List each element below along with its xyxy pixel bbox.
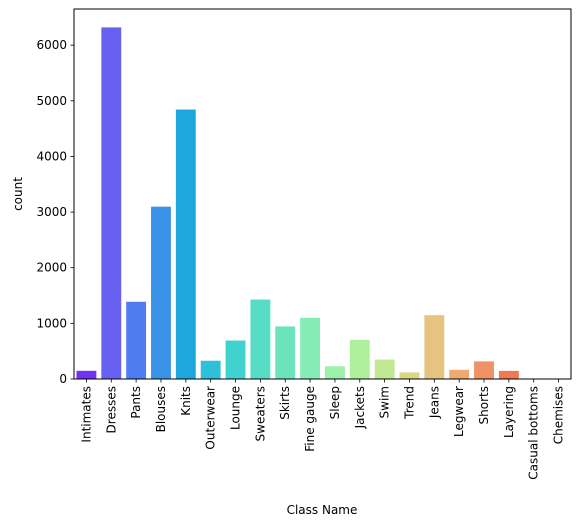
y-tick-label-1000: 1000: [36, 316, 67, 330]
x-tick-label-sweaters: Sweaters: [253, 386, 267, 441]
x-tick-label-sleep: Sleep: [328, 386, 342, 419]
bar-swim: [374, 359, 395, 379]
y-tick-label-2000: 2000: [36, 261, 67, 275]
bar-layering: [498, 370, 519, 379]
bar-sweaters: [250, 299, 271, 379]
x-tick-label-knits: Knits: [179, 386, 193, 416]
bars-group: [76, 27, 569, 379]
x-tick-label-jackets: Jackets: [353, 386, 367, 429]
y-axis: 0 1000 2000 3000 4000 5000 6000: [36, 38, 74, 386]
bar-outerwear: [200, 360, 221, 379]
x-axis: Intimates Dresses Pants Blouses Knits Outerwe…: [79, 379, 566, 480]
y-tick-label-0: 0: [59, 372, 67, 386]
x-tick-label-legwear: Legwear: [452, 386, 466, 437]
x-tick-label-blouses: Blouses: [154, 386, 168, 432]
x-tick-label-layering: Layering: [502, 386, 516, 438]
bar-jeans: [424, 315, 445, 379]
x-tick-label-jeans: Jeans: [427, 386, 441, 419]
x-axis-label: Class Name: [287, 503, 358, 517]
y-tick-label-6000: 6000: [36, 38, 67, 52]
bar-jackets: [349, 339, 370, 379]
y-tick-label-5000: 5000: [36, 94, 67, 108]
y-tick-label-3000: 3000: [36, 205, 67, 219]
x-tick-label-intimates: Intimates: [79, 386, 93, 443]
bar-shorts: [474, 361, 494, 379]
bar-lounge: [225, 340, 246, 379]
bar-trend: [399, 372, 420, 379]
x-tick-label-shorts: Shorts: [477, 386, 491, 424]
bar-dresses: [101, 27, 122, 379]
bar-legwear: [449, 369, 470, 379]
bar-blouses: [151, 206, 171, 379]
x-tick-label-casual-bottoms: Casual bottoms: [527, 386, 541, 480]
x-tick-label-outerwear: Outerwear: [204, 386, 218, 450]
x-tick-label-chemises: Chemises: [552, 386, 566, 444]
x-tick-label-pants: Pants: [129, 386, 143, 419]
bar-sleep: [324, 366, 345, 379]
bar-fine-gauge: [300, 317, 321, 379]
bar-intimates: [76, 370, 97, 379]
x-tick-label-dresses: Dresses: [104, 386, 118, 433]
y-tick-label-4000: 4000: [36, 149, 67, 163]
bar-knits: [175, 109, 196, 379]
y-axis-label: count: [11, 177, 25, 211]
x-tick-label-lounge: Lounge: [229, 386, 243, 430]
x-tick-label-swim: Swim: [378, 386, 392, 418]
bar-pants: [126, 301, 147, 379]
x-tick-label-trend: Trend: [402, 386, 416, 420]
bar-skirts: [275, 326, 296, 379]
plot-frame: [73, 8, 572, 380]
x-tick-label-fine-gauge: Fine gauge: [303, 386, 317, 452]
x-tick-label-skirts: Skirts: [278, 386, 292, 420]
